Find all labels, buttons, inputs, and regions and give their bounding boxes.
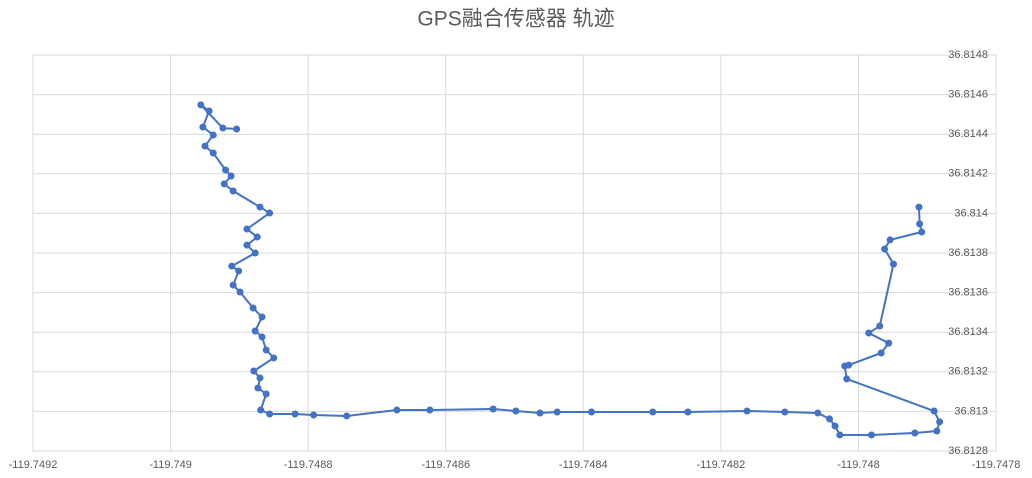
point xyxy=(393,406,401,414)
chart-title: GPS融合传感器 轨迹 xyxy=(417,8,614,31)
point xyxy=(936,418,944,426)
point xyxy=(266,410,274,418)
y-tick-label: 36.8138 xyxy=(948,247,988,259)
point xyxy=(256,374,264,382)
point xyxy=(201,142,209,150)
y-tick-label: 36.8128 xyxy=(948,445,988,457)
point xyxy=(814,409,822,417)
point xyxy=(836,431,844,439)
point xyxy=(781,408,789,416)
x-tick-label: -119.7478 xyxy=(972,459,1021,471)
point xyxy=(229,281,237,289)
point xyxy=(489,405,497,413)
point xyxy=(426,406,434,414)
point xyxy=(222,166,230,174)
y-tick-label: 36.8136 xyxy=(948,287,988,299)
y-tick-label: 36.814 xyxy=(954,207,988,219)
point xyxy=(262,346,270,354)
point xyxy=(253,233,261,241)
point xyxy=(220,180,228,188)
point xyxy=(258,313,266,321)
point xyxy=(588,408,596,416)
point xyxy=(209,149,217,157)
point xyxy=(876,322,884,330)
point xyxy=(877,349,885,357)
point xyxy=(867,431,875,439)
point xyxy=(684,408,692,416)
point xyxy=(826,415,834,423)
point xyxy=(536,409,544,417)
point xyxy=(229,187,237,195)
y-tick-label: 36.8144 xyxy=(948,128,988,140)
x-tick-label: -119.7482 xyxy=(696,459,745,471)
y-tick-label: 36.8134 xyxy=(948,326,988,338)
point xyxy=(885,339,893,347)
point xyxy=(256,203,264,211)
x-tick-label: -119.7484 xyxy=(559,459,608,471)
trajectory-line xyxy=(200,104,941,436)
point xyxy=(262,390,270,398)
x-tick-label: -119.7488 xyxy=(284,459,333,471)
point xyxy=(250,367,258,375)
point xyxy=(251,327,259,335)
point xyxy=(930,407,938,415)
point xyxy=(199,123,207,131)
point xyxy=(918,228,926,236)
point xyxy=(916,220,924,228)
point xyxy=(881,245,889,253)
point xyxy=(649,408,657,416)
x-tick-label: -119.748 xyxy=(837,459,880,471)
point xyxy=(227,172,235,180)
point xyxy=(251,249,259,257)
x-tick-label: -119.7492 xyxy=(9,459,58,471)
point xyxy=(933,427,941,435)
x-tick-label: -119.7486 xyxy=(421,459,470,471)
y-tick-label: 36.8148 xyxy=(948,49,988,61)
point xyxy=(258,333,266,341)
point xyxy=(343,412,351,420)
point xyxy=(890,260,898,268)
point xyxy=(553,408,561,416)
point xyxy=(845,361,853,369)
point xyxy=(254,384,262,392)
point xyxy=(257,406,265,414)
point xyxy=(886,236,894,244)
point xyxy=(831,422,839,430)
point xyxy=(233,125,241,133)
point xyxy=(249,304,257,312)
point xyxy=(270,354,278,362)
point xyxy=(235,267,243,275)
point xyxy=(243,241,251,249)
point xyxy=(743,407,751,415)
y-tick-label: 36.813 xyxy=(954,405,988,417)
point xyxy=(209,131,217,139)
y-tick-label: 36.8132 xyxy=(948,366,988,378)
point xyxy=(843,375,851,383)
x-tick-label: -119.749 xyxy=(149,459,192,471)
point xyxy=(228,262,236,270)
point xyxy=(243,225,251,233)
y-tick-label: 36.8142 xyxy=(948,168,988,180)
point xyxy=(205,107,213,115)
point xyxy=(310,411,318,419)
point xyxy=(512,407,520,415)
point xyxy=(291,410,299,418)
point xyxy=(865,329,873,337)
point xyxy=(911,429,919,437)
point xyxy=(219,124,227,132)
point xyxy=(915,203,923,211)
point xyxy=(236,288,244,296)
y-tick-label: 36.8146 xyxy=(948,89,988,101)
point xyxy=(197,101,205,109)
point xyxy=(266,209,274,217)
